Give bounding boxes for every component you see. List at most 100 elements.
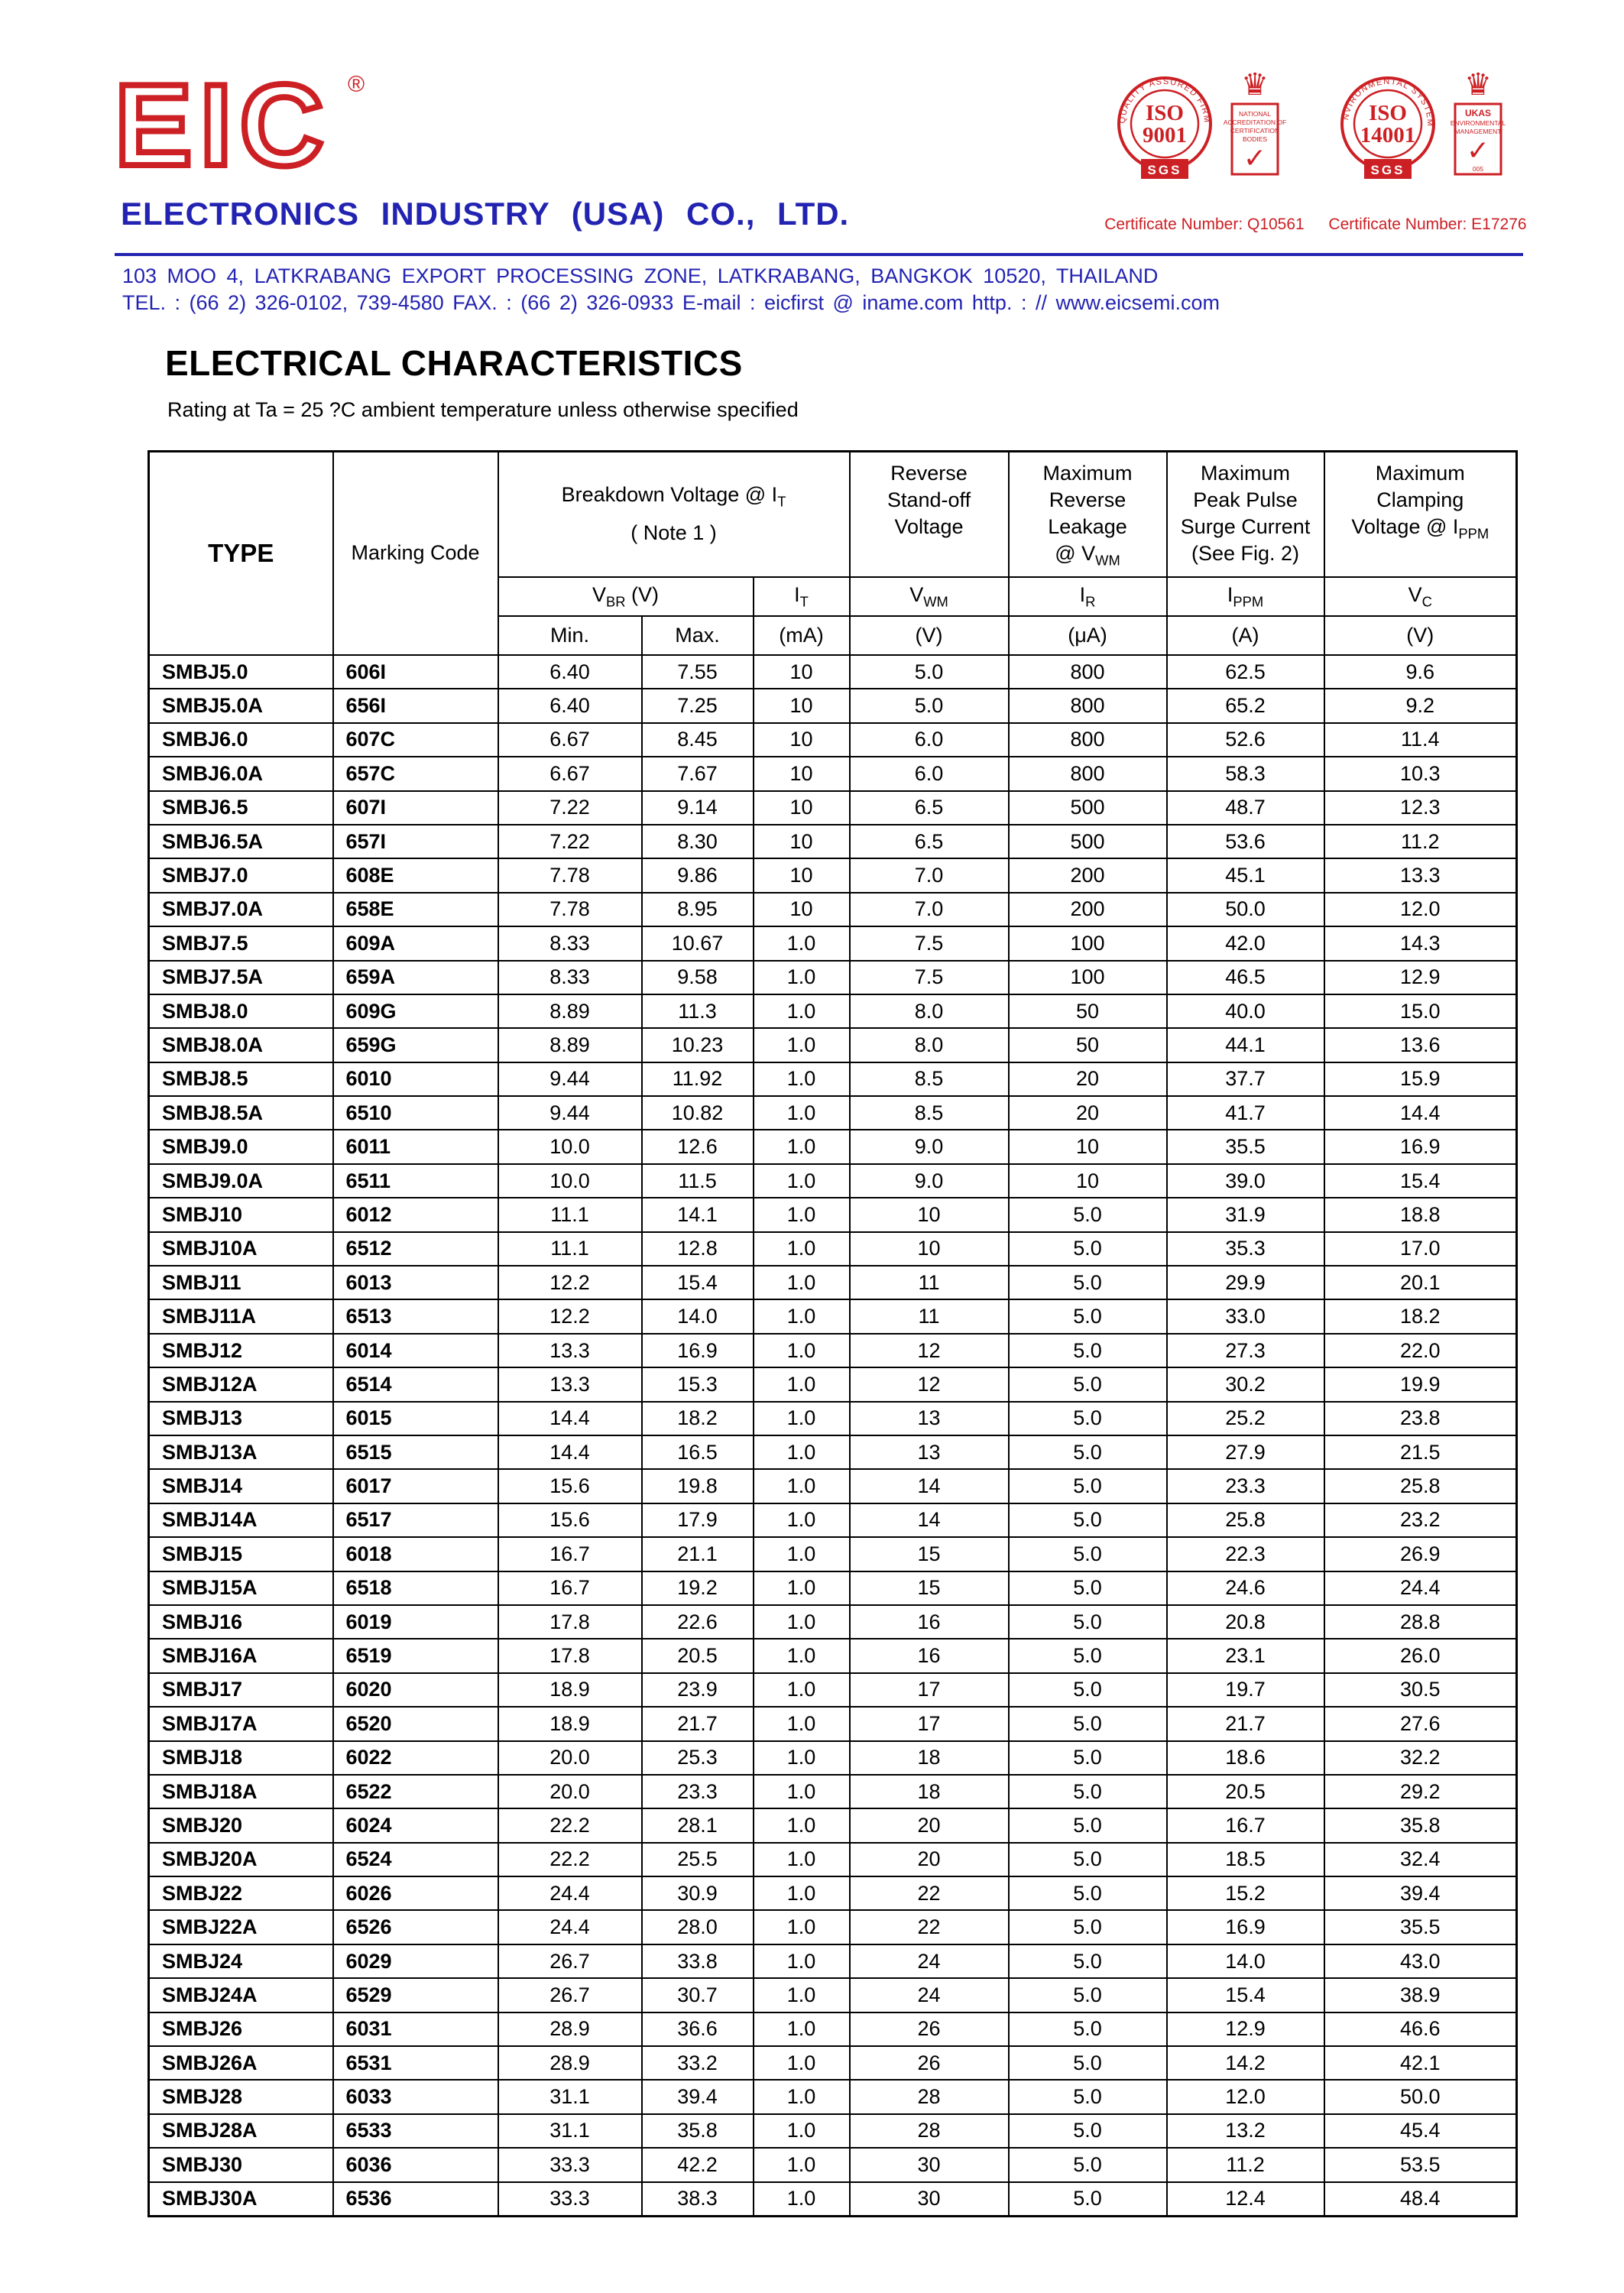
value-cell: 14.4 xyxy=(1323,1095,1518,1131)
value-cell: 5.0 xyxy=(848,654,1010,690)
value-cell: 19.9 xyxy=(1323,1367,1518,1403)
value-cell: 1.0 xyxy=(752,2045,851,2081)
value-cell: 10 xyxy=(752,823,851,860)
value-cell: 23.8 xyxy=(1323,1400,1518,1436)
value-cell: 7.22 xyxy=(497,790,643,825)
table-row: SMBJ18 6022 20.0 25.3 1.0 18 5.0 18.6 32.2 xyxy=(147,1740,1518,1776)
marking-code-cell: 6522 xyxy=(332,1773,499,1810)
value-cell: 27.6 xyxy=(1323,1706,1518,1742)
value-cell: 44.1 xyxy=(1165,1027,1325,1063)
value-cell: 10 xyxy=(752,722,851,758)
value-cell: 1.0 xyxy=(752,1604,851,1640)
value-cell: 1.0 xyxy=(752,1672,851,1708)
value-cell: 33.3 xyxy=(497,2181,643,2217)
value-cell: 8.0 xyxy=(848,993,1010,1030)
value-cell: 1.0 xyxy=(752,1876,851,1912)
crest-line: ACCREDITATION OF xyxy=(1224,118,1286,126)
value-cell: 11.2 xyxy=(1165,2147,1325,2183)
marking-code-cell: 6013 xyxy=(332,1265,499,1301)
table-row: SMBJ6.0A 657C 6.67 7.67 10 6.0 800 58.3 10.3 xyxy=(147,756,1518,792)
value-cell: 20.0 xyxy=(497,1773,643,1810)
value-cell: 12.0 xyxy=(1165,2079,1325,2115)
marking-code-cell: 607C xyxy=(332,722,499,758)
value-cell: 26 xyxy=(848,2045,1010,2081)
company-name: ELECTRONICS INDUSTRY (USA) CO., LTD. xyxy=(121,196,850,232)
marking-code-cell: 6020 xyxy=(332,1672,499,1708)
value-cell: 20 xyxy=(848,1841,1010,1878)
marking-code-cell: 6531 xyxy=(332,2045,499,2081)
value-cell: 35.5 xyxy=(1323,1909,1518,1945)
value-cell: 1.0 xyxy=(752,1570,851,1606)
type-cell: SMBJ11 xyxy=(147,1265,334,1301)
spec-table-body: SMBJ5.0 606I 6.40 7.55 10 5.0 800 62.5 9.6 SMBJ5.… xyxy=(147,654,1518,2217)
table-row: SMBJ10 6012 11.1 14.1 1.0 10 5.0 31.9 18.8 xyxy=(147,1197,1518,1233)
value-cell: 32.4 xyxy=(1323,1841,1518,1878)
table-row: SMBJ30A 6536 33.3 38.3 1.0 30 5.0 12.4 48.4 xyxy=(147,2181,1518,2217)
value-cell: 19.7 xyxy=(1165,1672,1325,1708)
ukas-crest-icon: ♛ UKAS ENVIRONMENTAL MANAGEMENT ✓ 005 xyxy=(1451,68,1506,176)
marking-code-cell: 607I xyxy=(332,790,499,825)
value-cell: 23.9 xyxy=(640,1672,754,1708)
company-contact: TEL. : (66 2) 326-0102, 739-4580 FAX. : … xyxy=(122,291,1220,314)
value-cell: 10 xyxy=(848,1197,1010,1233)
type-cell: SMBJ10 xyxy=(147,1197,334,1233)
type-cell: SMBJ13A xyxy=(147,1434,334,1471)
certificate-number-q10561: Certificate Number: Q10561 xyxy=(1104,216,1305,233)
value-cell: 14 xyxy=(848,1468,1010,1504)
marking-code-cell: 6024 xyxy=(332,1808,499,1844)
value-cell: 1.0 xyxy=(752,1740,851,1776)
table-row: SMBJ20A 6524 22.2 25.5 1.0 20 5.0 18.5 32.4 xyxy=(147,1841,1518,1878)
value-cell: 5.0 xyxy=(1007,1231,1168,1267)
type-cell: SMBJ22 xyxy=(147,1876,334,1912)
value-cell: 23.2 xyxy=(1323,1502,1518,1539)
value-cell: 46.6 xyxy=(1323,2011,1518,2048)
value-cell: 23.3 xyxy=(1165,1468,1325,1504)
check-icon: ✓ xyxy=(1243,142,1266,174)
value-cell: 15.6 xyxy=(497,1468,643,1504)
value-cell: 1.0 xyxy=(752,1909,851,1945)
eic-logo-icon: EIC ® xyxy=(112,57,365,193)
value-cell: 9.58 xyxy=(640,959,754,995)
iso-14001-seal-icon: ENVIRONMENTAL SYSTEM ISO 14001 SGS xyxy=(1330,64,1435,179)
value-cell: 38.3 xyxy=(640,2181,754,2217)
value-cell: 12 xyxy=(848,1332,1010,1369)
value-cell: 23.1 xyxy=(1165,1638,1325,1674)
value-cell: 800 xyxy=(1007,688,1168,724)
type-cell: SMBJ17A xyxy=(147,1706,334,1742)
value-cell: 100 xyxy=(1007,926,1168,962)
value-cell: 1.0 xyxy=(752,1027,851,1063)
value-cell: 28 xyxy=(848,2113,1010,2149)
value-cell: 21.7 xyxy=(1165,1706,1325,1742)
value-cell: 29.2 xyxy=(1323,1773,1518,1810)
value-cell: 53.6 xyxy=(1165,823,1325,860)
value-cell: 7.78 xyxy=(497,891,643,928)
value-cell: 14.0 xyxy=(1165,1943,1325,1980)
accreditation-crest-icon: ♛ NATIONAL ACCREDITATION OF CERTIFICATIO… xyxy=(1224,68,1286,176)
marking-code-cell: 6017 xyxy=(332,1468,499,1504)
value-cell: 48.4 xyxy=(1323,2181,1518,2217)
value-cell: 13.3 xyxy=(497,1367,643,1403)
value-cell: 1.0 xyxy=(752,1773,851,1810)
value-cell: 12.9 xyxy=(1323,959,1518,995)
table-row: SMBJ30 6036 33.3 42.2 1.0 30 5.0 11.2 53.5 xyxy=(147,2147,1518,2183)
table-row: SMBJ14 6017 15.6 19.8 1.0 14 5.0 23.3 25.8 xyxy=(147,1468,1518,1504)
type-cell: SMBJ8.5A xyxy=(147,1095,334,1131)
value-cell: 5.0 xyxy=(1007,1943,1168,1980)
value-cell: 48.7 xyxy=(1165,790,1325,825)
value-cell: 26.7 xyxy=(497,1977,643,2013)
value-cell: 20.5 xyxy=(1165,1773,1325,1810)
type-cell: SMBJ20A xyxy=(147,1841,334,1878)
value-cell: 22.2 xyxy=(497,1841,643,1878)
value-cell: 15 xyxy=(848,1570,1010,1606)
value-cell: 45.1 xyxy=(1165,858,1325,894)
value-cell: 30.5 xyxy=(1323,1672,1518,1708)
table-row: SMBJ9.0 6011 10.0 12.6 1.0 9.0 10 35.5 16.9 xyxy=(147,1129,1518,1165)
value-cell: 1.0 xyxy=(752,1299,851,1335)
type-cell: SMBJ16A xyxy=(147,1638,334,1674)
value-cell: 9.6 xyxy=(1323,654,1518,690)
iso-9001-seal-icon: QUALITY ASSURED FIRM ISO 9001 SGS xyxy=(1117,76,1212,179)
value-cell: 10 xyxy=(848,1231,1010,1267)
value-cell: 16.9 xyxy=(1323,1129,1518,1165)
value-cell: 43.0 xyxy=(1323,1943,1518,1980)
value-cell: 11.1 xyxy=(497,1231,643,1267)
